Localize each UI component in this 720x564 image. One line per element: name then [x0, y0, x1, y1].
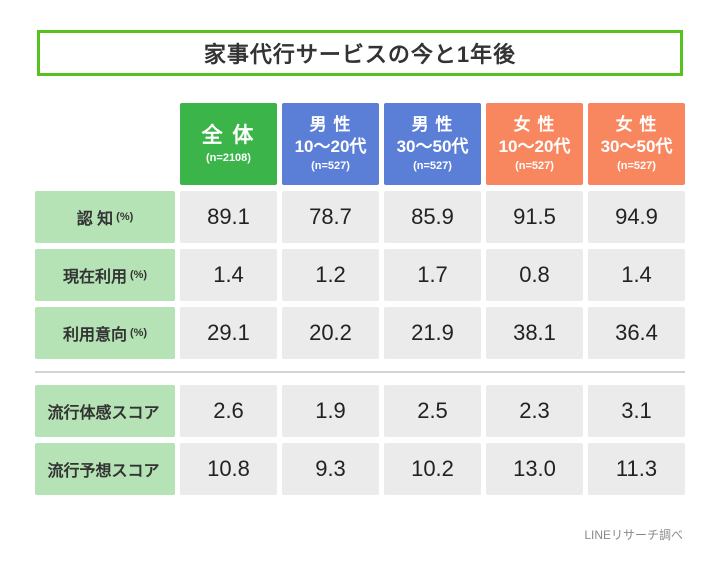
column-sample-size: (n=527): [311, 159, 350, 172]
data-table: 全 体 (n=2108) 男 性 10〜20代 (n=527) 男 性 30〜5…: [35, 103, 685, 495]
row-label-intent-to-use: 利用意向 (%): [35, 307, 175, 359]
column-label: 男 性: [411, 115, 454, 135]
column-age-range: 10〜20代: [294, 136, 367, 156]
data-cell: 2.6: [180, 385, 277, 437]
row-label-awareness: 認 知 (%): [35, 191, 175, 243]
column-age-range: 30〜50代: [396, 136, 469, 156]
data-cell: 3.1: [588, 385, 685, 437]
data-cell: 1.9: [282, 385, 379, 437]
row-label-text: 流行体感スコア: [47, 405, 160, 422]
corner-blank-cell: [35, 103, 175, 185]
column-label: 女 性: [513, 115, 556, 135]
column-label: 女 性: [615, 115, 658, 135]
column-sample-size: (n=527): [413, 159, 452, 172]
footer-credit: LINEリサーチ調べ: [584, 528, 683, 542]
data-cell: 91.5: [486, 191, 583, 243]
data-cell: 10.2: [384, 443, 481, 495]
column-header-overall: 全 体 (n=2108): [180, 103, 277, 185]
column-label: 男 性: [309, 115, 352, 135]
column-header-female-30-50: 女 性 30〜50代 (n=527): [588, 103, 685, 185]
row-unit: (%): [129, 327, 148, 339]
data-cell: 10.8: [180, 443, 277, 495]
section-separator: [35, 365, 685, 379]
column-label: 全 体: [201, 123, 256, 147]
data-cell: 0.8: [486, 249, 583, 301]
row-label-text: 流行予想スコア: [47, 463, 160, 480]
data-cell: 2.3: [486, 385, 583, 437]
row-label-text: 認 知: [76, 211, 114, 228]
data-cell: 1.4: [588, 249, 685, 301]
row-label-current-use: 現在利用 (%): [35, 249, 175, 301]
row-label-text: 利用意向: [62, 327, 127, 344]
data-cell: 38.1: [486, 307, 583, 359]
column-sample-size: (n=2108): [206, 151, 251, 164]
column-age-range: 10〜20代: [498, 136, 571, 156]
title-box: 家事代行サービスの今と1年後: [37, 30, 683, 76]
row-label-trend-forecast-score: 流行予想スコア: [35, 443, 175, 495]
data-cell: 20.2: [282, 307, 379, 359]
data-cell: 1.7: [384, 249, 481, 301]
row-unit: (%): [129, 269, 148, 281]
data-cell: 2.5: [384, 385, 481, 437]
data-cell: 78.7: [282, 191, 379, 243]
column-sample-size: (n=527): [515, 159, 554, 172]
column-header-male-30-50: 男 性 30〜50代 (n=527): [384, 103, 481, 185]
separator-line: [35, 371, 685, 373]
data-cell: 9.3: [282, 443, 379, 495]
data-cell: 1.4: [180, 249, 277, 301]
data-cell: 29.1: [180, 307, 277, 359]
row-unit: (%): [116, 211, 134, 223]
page-title: 家事代行サービスの今と1年後: [203, 42, 517, 67]
column-header-male-10-20: 男 性 10〜20代 (n=527): [282, 103, 379, 185]
column-header-female-10-20: 女 性 10〜20代 (n=527): [486, 103, 583, 185]
data-cell: 94.9: [588, 191, 685, 243]
data-cell: 1.2: [282, 249, 379, 301]
data-cell: 85.9: [384, 191, 481, 243]
data-cell: 21.9: [384, 307, 481, 359]
data-cell: 89.1: [180, 191, 277, 243]
row-label-text: 現在利用: [62, 269, 127, 286]
data-cell: 36.4: [588, 307, 685, 359]
column-sample-size: (n=527): [617, 159, 656, 172]
row-label-trend-feel-score: 流行体感スコア: [35, 385, 175, 437]
data-cell: 13.0: [486, 443, 583, 495]
column-age-range: 30〜50代: [600, 136, 673, 156]
data-cell: 11.3: [588, 443, 685, 495]
